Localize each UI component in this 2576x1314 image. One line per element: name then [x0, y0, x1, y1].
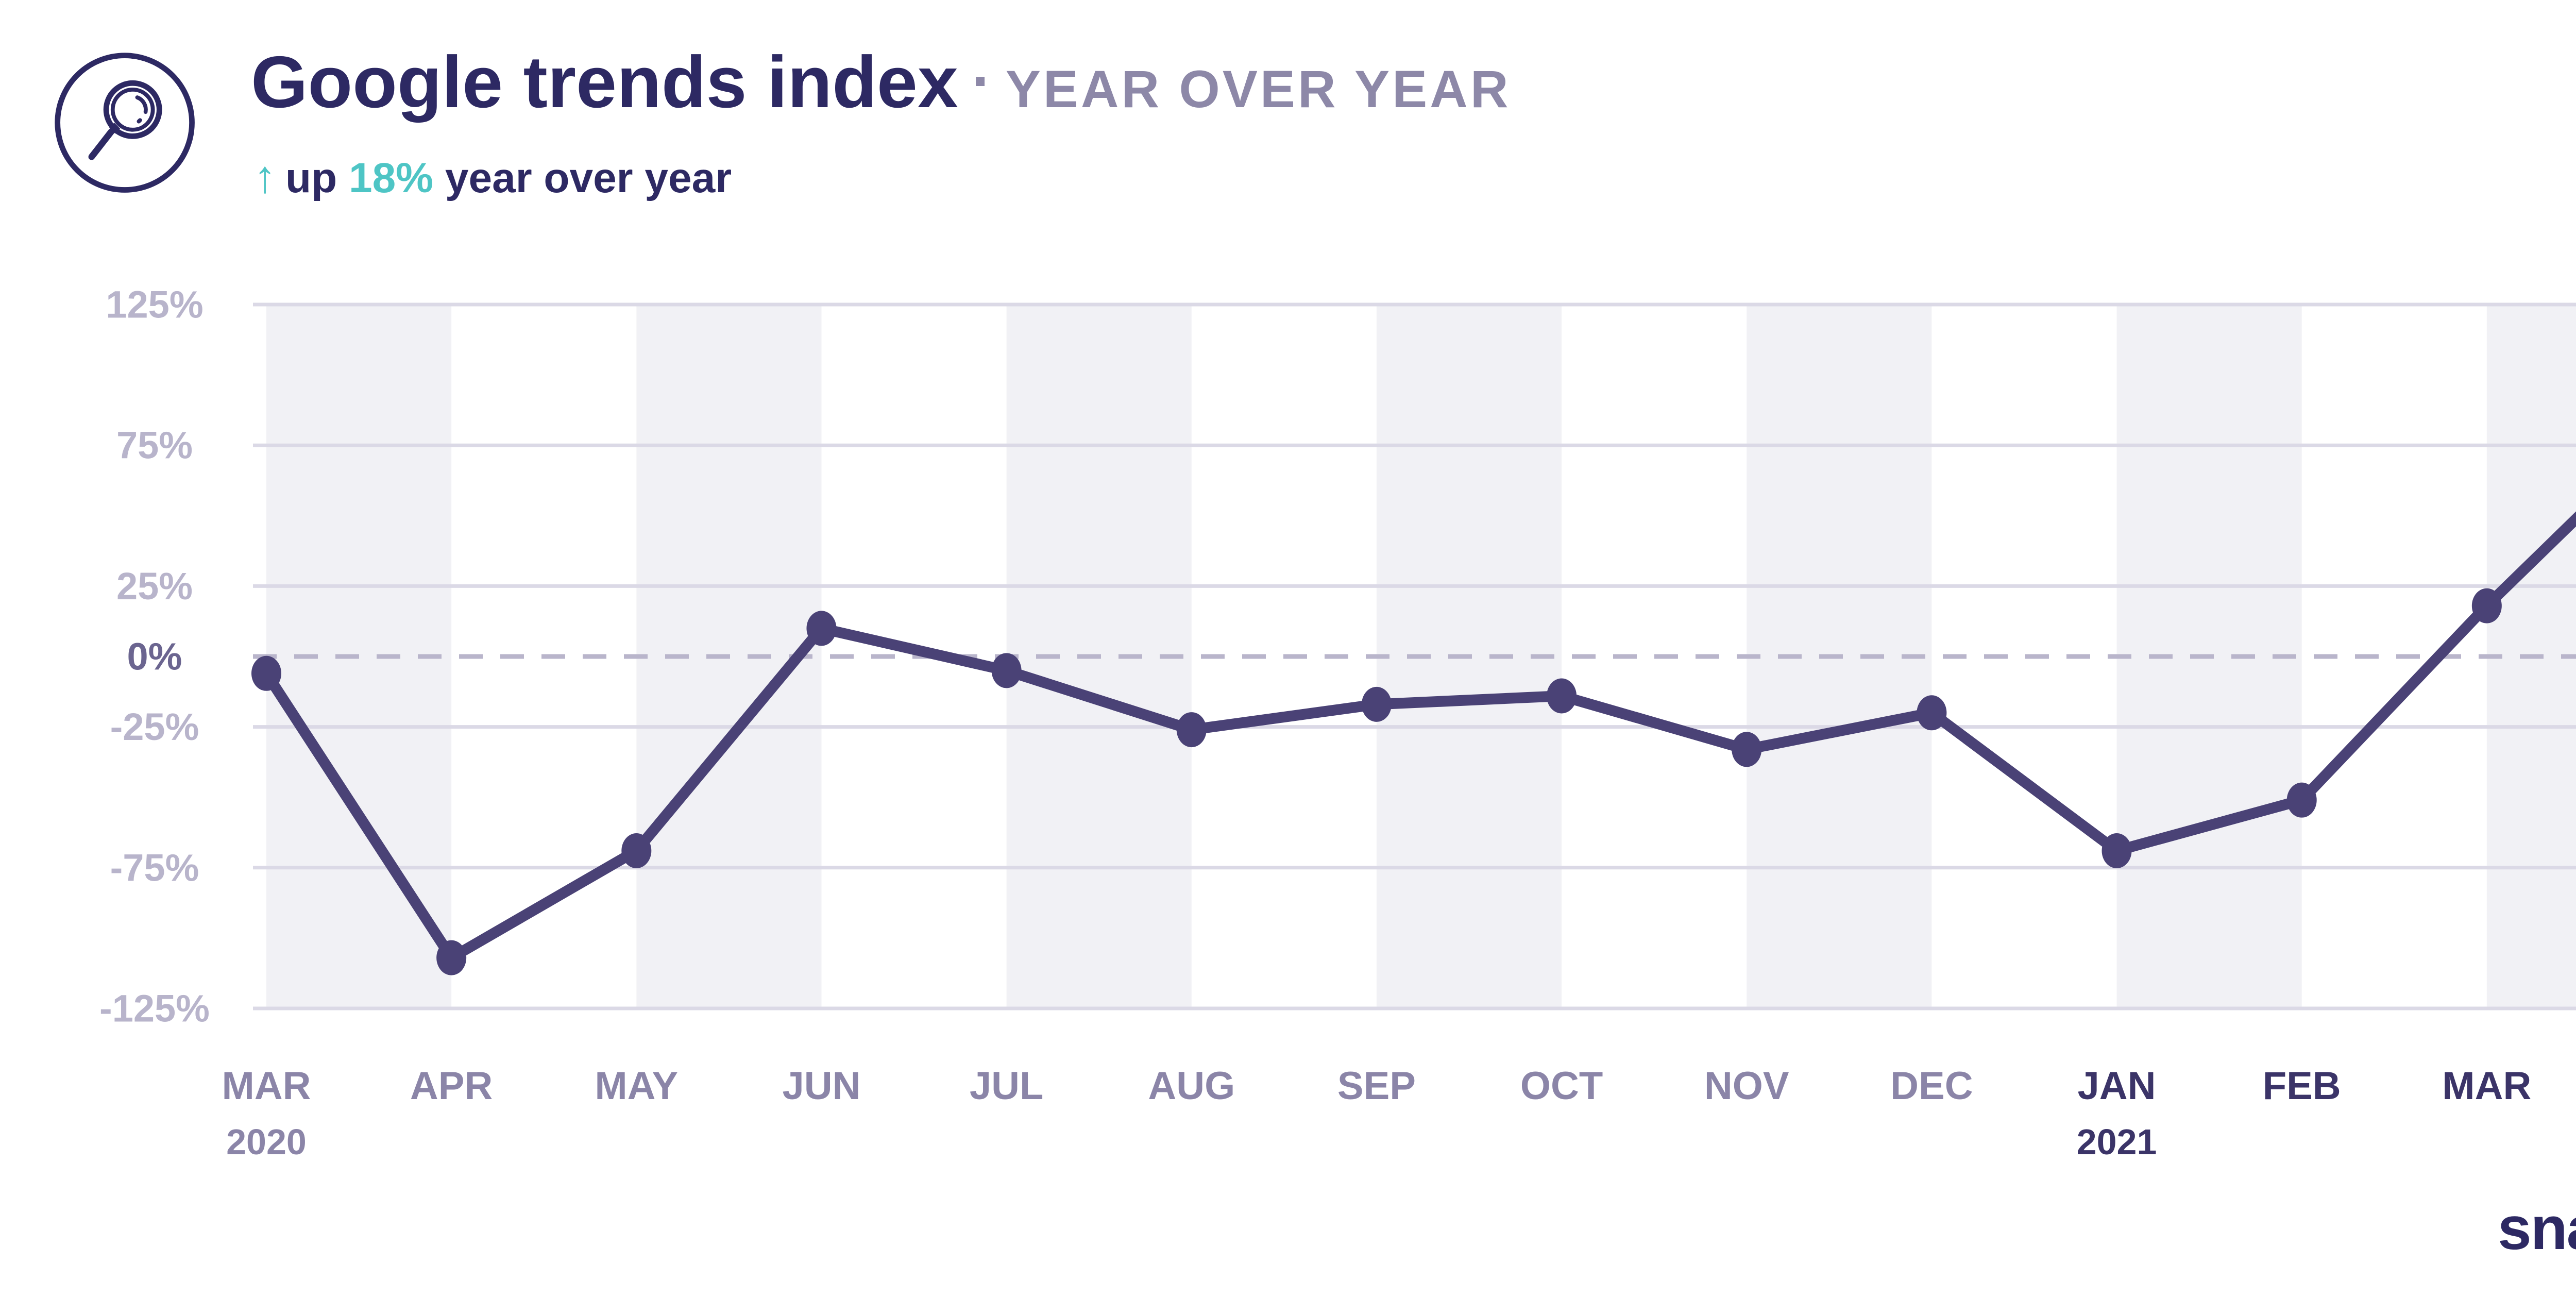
trend-summary-prefix: up: [285, 155, 349, 201]
x-tick-label: MAR: [2442, 1064, 2531, 1108]
data-point-NOV-8: [1732, 732, 1762, 767]
x-tick-label: SEP: [1337, 1064, 1416, 1108]
y-tick-label: 0%: [127, 635, 182, 678]
data-point-APR-1: [436, 940, 467, 975]
data-point-DEC-9: [1917, 695, 1947, 731]
y-tick-label: -25%: [110, 705, 199, 748]
up-arrow-icon: ↑: [253, 151, 276, 202]
y-tick-label: -75%: [110, 846, 199, 889]
x-tick-label: JUN: [782, 1064, 860, 1108]
snagajob-logo: snagajob®: [2498, 1193, 2576, 1264]
x-tick-year-label: 2020: [226, 1122, 307, 1162]
trend-summary: ↑ up 18% year over year: [253, 150, 732, 203]
page-title: Google trends index: [251, 41, 958, 123]
title-separator: ·: [971, 46, 992, 115]
x-tick-label: DEC: [1890, 1064, 1973, 1108]
x-tick-year-label: 2021: [2077, 1122, 2157, 1162]
data-point-MAR-0: [251, 655, 281, 691]
x-tick-label: JAN: [2078, 1064, 2156, 1108]
data-point-JUL-4: [991, 653, 1022, 688]
x-tick-label: JUL: [970, 1064, 1044, 1108]
chart-area: 125% 75% 25% 0% -25% -75% -125% MAR APR MAY JUN JUL…: [0, 227, 2576, 1195]
data-point-MAY-2: [621, 833, 652, 869]
x-tick-label: OCT: [1520, 1064, 1603, 1108]
data-point-JAN-10: [2102, 833, 2132, 869]
brand-name: snagajob: [2497, 1194, 2576, 1262]
x-tick-label: AUG: [1148, 1064, 1235, 1108]
x-tick-label: FEB: [2263, 1064, 2341, 1108]
trend-summary-value: 18%: [348, 155, 434, 201]
chart-header: Google trends index · YEAR OVER YEAR: [251, 40, 1511, 125]
x-tick-label: MAY: [595, 1064, 678, 1108]
x-tick-label: APR: [410, 1064, 493, 1108]
trend-chart: 125% 75% 25% 0% -25% -75% -125% MAR APR MAY JUN JUL…: [99, 283, 2576, 1162]
y-tick-label: 75%: [116, 424, 193, 467]
y-tick-label: 25%: [116, 565, 193, 608]
trend-line: [261, 511, 2576, 964]
y-tick-label: 125%: [106, 283, 203, 326]
data-point-FEB-11: [2286, 782, 2317, 818]
data-point-OCT-7: [1547, 678, 1577, 714]
data-point-JUN-3: [806, 611, 837, 646]
magnifier-circle-icon: [55, 53, 195, 193]
data-point-MAR-12: [2471, 588, 2502, 624]
title-tag-year-over-year: YEAR OVER YEAR: [1005, 60, 1511, 119]
y-tick-label: -125%: [99, 987, 210, 1030]
x-tick-label: NOV: [1704, 1064, 1789, 1108]
trend-summary-suffix: year over year: [433, 155, 732, 201]
x-tick-label: MAR: [222, 1064, 311, 1108]
data-point-AUG-5: [1176, 712, 1207, 748]
data-point-SEP-6: [1361, 686, 1392, 722]
